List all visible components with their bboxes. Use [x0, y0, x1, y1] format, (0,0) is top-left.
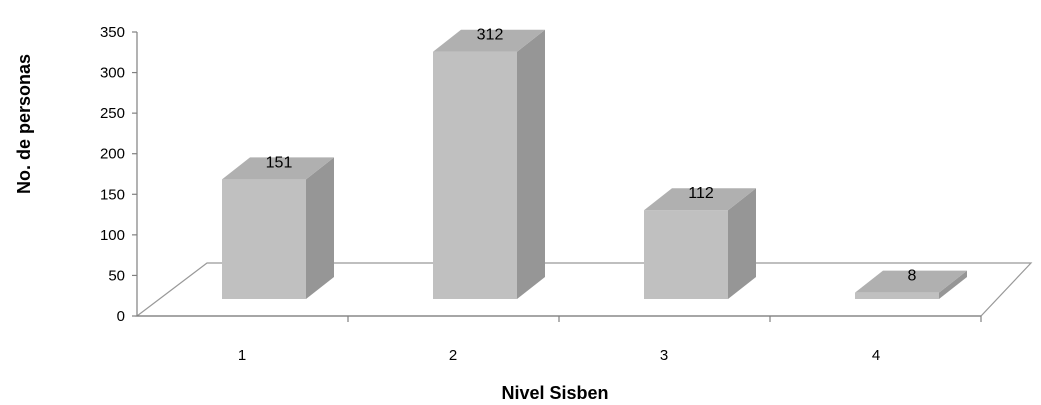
y-tick-label: 350	[100, 24, 125, 41]
data-label: 151	[266, 154, 293, 171]
x-tick-label: 2	[449, 347, 457, 364]
bar-side-face	[306, 157, 334, 299]
bar-side-face	[939, 270, 967, 299]
bar-top-face	[855, 270, 967, 293]
y-tick-labels: 0 50 100 150 200 250 300 350	[100, 24, 125, 325]
x-tick-label: 1	[238, 347, 246, 364]
bar	[855, 270, 967, 299]
bar	[222, 157, 334, 299]
y-axis	[132, 31, 982, 322]
x-tick-label: 4	[872, 347, 880, 364]
y-tick-label: 250	[100, 105, 125, 122]
bar-front-face	[433, 51, 517, 299]
y-tick-label: 100	[100, 227, 125, 244]
data-label: 112	[688, 185, 714, 202]
y-tick-label: 300	[100, 65, 125, 82]
bar	[644, 188, 756, 299]
bar-front-face	[222, 179, 306, 299]
data-labels: 151 312 112 8	[266, 27, 917, 285]
bar-side-face	[728, 188, 756, 299]
bar-front-face	[855, 292, 939, 299]
bar	[433, 29, 545, 299]
bar-front-face	[644, 210, 728, 299]
y-tick-label: 200	[100, 146, 125, 163]
y-tick-label: 150	[100, 186, 125, 203]
bar-top-face	[433, 29, 545, 52]
x-tick-labels: 1 2 3 4	[238, 347, 880, 364]
y-tick-label: 0	[117, 308, 125, 325]
data-label: 8	[908, 268, 917, 285]
y-axis-title: No. de personas	[14, 54, 34, 194]
x-tick-label: 3	[660, 347, 668, 364]
bar-top-face	[644, 188, 756, 211]
bars	[222, 29, 967, 299]
y-tick-label: 50	[108, 267, 125, 284]
bar-top-face	[222, 157, 334, 180]
bar-side-face	[517, 29, 545, 299]
data-label: 312	[477, 27, 504, 44]
x-axis-title: Nivel Sisben	[501, 383, 608, 403]
